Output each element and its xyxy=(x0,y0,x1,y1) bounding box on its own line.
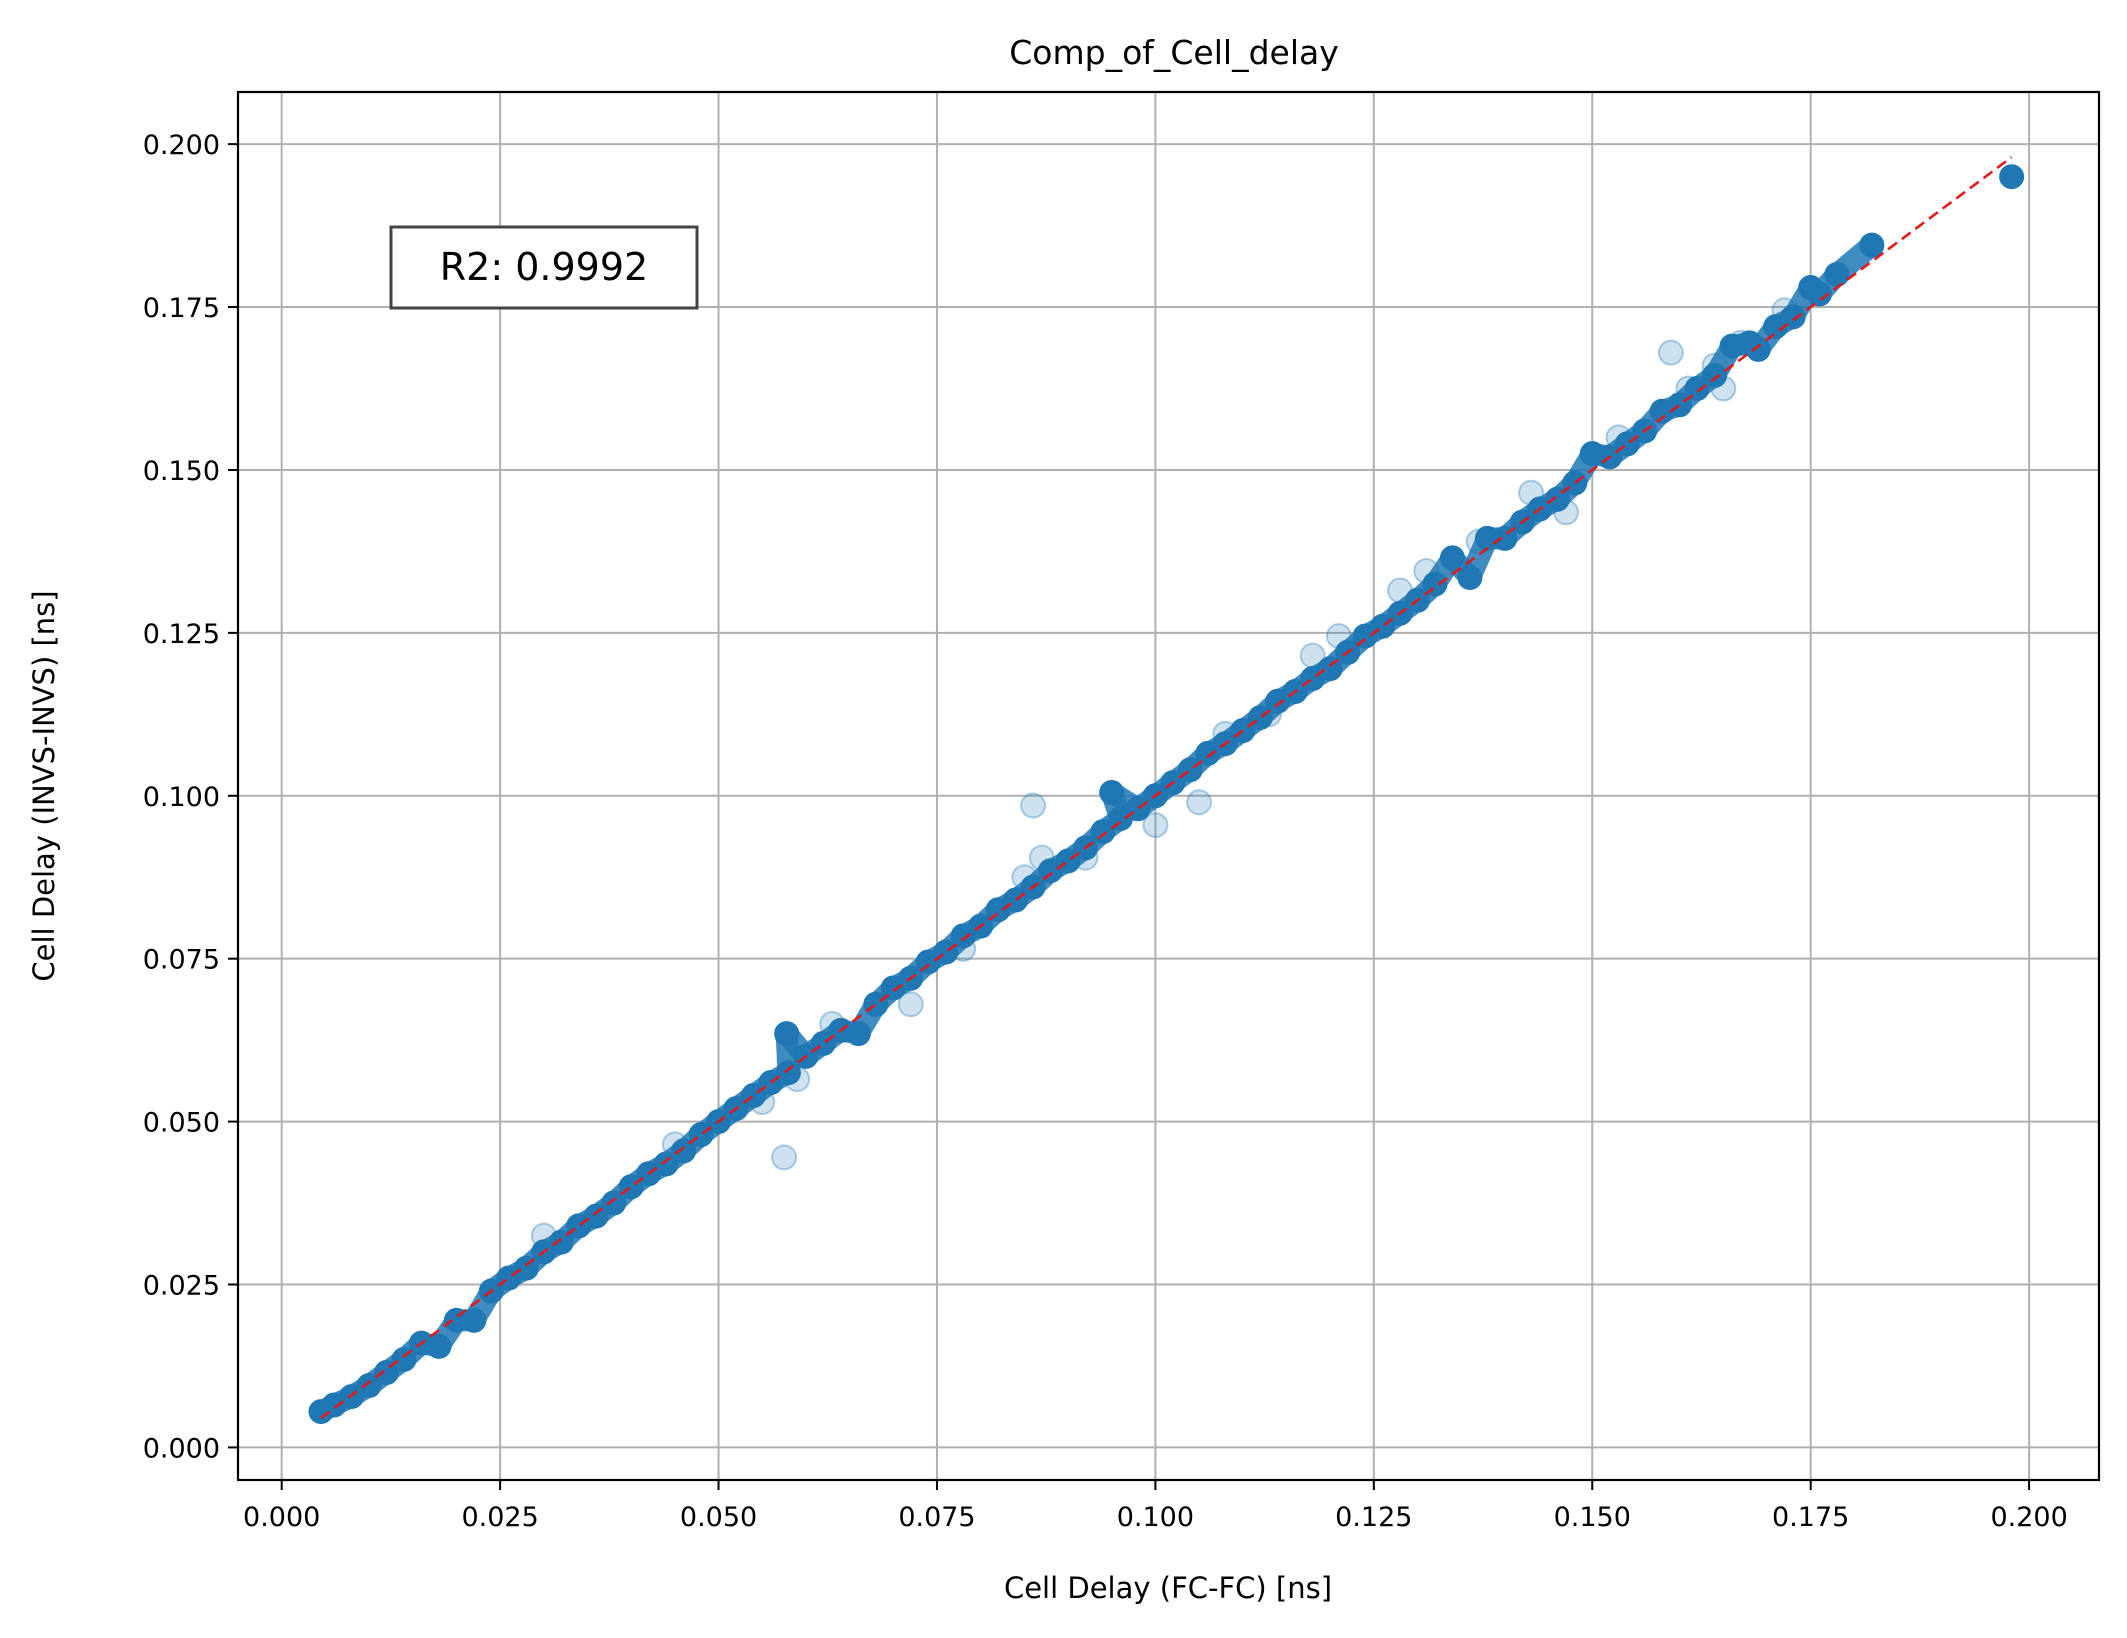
data-point xyxy=(601,1190,627,1216)
data-point xyxy=(774,1021,800,1047)
y-tick-label: 0.150 xyxy=(143,456,220,487)
data-point xyxy=(1439,545,1465,571)
r2-annotation-text: R2: 0.9992 xyxy=(440,245,648,289)
y-tick-label: 0.000 xyxy=(143,1433,220,1464)
data-point xyxy=(1457,564,1483,590)
data-point xyxy=(1317,656,1343,682)
data-point xyxy=(653,1151,679,1177)
data-point xyxy=(374,1359,400,1385)
data-point xyxy=(1099,780,1125,806)
y-tick-label: 0.050 xyxy=(143,1108,220,1139)
y-tick-label: 0.200 xyxy=(143,130,220,161)
chart-title: Comp_of_Cell_delay xyxy=(1009,33,1338,72)
data-point xyxy=(845,1021,871,1047)
data-point xyxy=(426,1333,452,1359)
y-tick-label: 0.025 xyxy=(143,1271,220,1302)
data-point xyxy=(1745,336,1771,362)
data-point xyxy=(775,1060,801,1086)
r2-annotation-box xyxy=(389,225,699,310)
reference-line xyxy=(320,156,2013,1420)
data-point xyxy=(1684,375,1710,401)
r2-annotation: R2: 0.9992 xyxy=(389,225,699,310)
data-point xyxy=(1090,819,1116,845)
data-point xyxy=(356,1373,382,1399)
y-tick-label: 0.100 xyxy=(143,782,220,813)
data-point xyxy=(391,1346,417,1372)
data-point xyxy=(583,1203,609,1229)
x-tick-label: 0.025 xyxy=(461,1502,538,1533)
x-tick-label: 0.200 xyxy=(1990,1502,2067,1533)
faint-point xyxy=(1020,792,1047,819)
x-tick-label: 0.175 xyxy=(1772,1502,1849,1533)
data-point xyxy=(1806,281,1832,307)
y-tick-label: 0.125 xyxy=(143,619,220,650)
x-tick-label: 0.125 xyxy=(1335,1502,1412,1533)
faint-point xyxy=(897,991,924,1018)
x-axis-ticks: 0.000 0.025 0.050 0.075 0.100 0.125 0.150 0.175… xyxy=(243,1480,2068,1533)
data-point xyxy=(461,1307,487,1333)
faint-point xyxy=(771,1144,798,1171)
x-tick-label: 0.100 xyxy=(1117,1502,1194,1533)
data-point xyxy=(513,1255,539,1281)
data-point xyxy=(1859,232,1885,258)
data-point xyxy=(1702,362,1728,388)
y-tick-label: 0.175 xyxy=(143,293,220,324)
data-point xyxy=(671,1138,697,1164)
data-point xyxy=(1492,525,1518,551)
plot-frame xyxy=(236,90,2101,1482)
data-point xyxy=(1824,261,1850,287)
data-point xyxy=(1422,571,1448,597)
x-tick-label: 0.150 xyxy=(1554,1502,1631,1533)
data-point xyxy=(1780,304,1806,330)
data-point xyxy=(1544,486,1570,512)
x-tick-label: 0.050 xyxy=(680,1502,757,1533)
x-tick-label: 0.000 xyxy=(243,1502,320,1533)
faint-point xyxy=(1657,339,1684,366)
data-point xyxy=(1999,164,2025,190)
data-point xyxy=(548,1229,574,1255)
faint-point xyxy=(1186,789,1213,816)
faint-point xyxy=(1142,812,1169,839)
y-tick-label: 0.075 xyxy=(143,945,220,976)
x-tick-label: 0.075 xyxy=(898,1502,975,1533)
y-axis-ticks: 0.000 0.025 0.050 0.075 0.100 0.125 0.150 0.175… xyxy=(143,130,238,1464)
y-axis-title: Cell Delay (INVS-INVS) [ns] xyxy=(27,590,61,981)
x-axis-title: Cell Delay (FC-FC) [ns] xyxy=(1004,1571,1332,1605)
